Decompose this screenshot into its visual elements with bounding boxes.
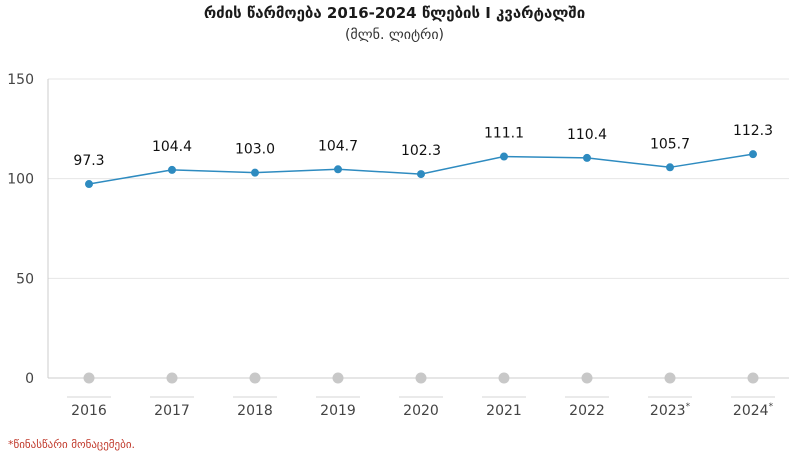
data-label: 97.3 bbox=[73, 153, 104, 169]
x-tick-label: 2022 bbox=[569, 403, 605, 419]
chart-subtitle: (მლნ. ლიტრი) bbox=[344, 27, 445, 43]
data-point bbox=[168, 165, 176, 174]
baseline-marker bbox=[498, 372, 510, 384]
data-point bbox=[500, 152, 508, 161]
x-tick-label: 2023* bbox=[650, 402, 691, 419]
baseline-marker bbox=[249, 372, 261, 384]
data-point bbox=[583, 153, 591, 162]
chart-title: რძის წარმოება 2016-2024 წლების I კვარტალ… bbox=[203, 4, 586, 22]
baseline-marker bbox=[83, 372, 95, 384]
data-label: 110.4 bbox=[567, 127, 607, 143]
data-point bbox=[334, 165, 342, 174]
y-tick-label: 100 bbox=[7, 172, 34, 188]
data-point bbox=[85, 180, 93, 189]
data-label: 111.1 bbox=[484, 126, 524, 142]
data-label: 102.3 bbox=[401, 143, 441, 159]
baseline-marker bbox=[415, 372, 427, 384]
baseline-marker bbox=[332, 372, 344, 384]
baseline-marker bbox=[664, 372, 676, 384]
y-tick-label: 0 bbox=[25, 371, 34, 387]
data-point bbox=[251, 168, 259, 177]
baseline-marker bbox=[166, 372, 178, 384]
footnote: *წინასწარი მონაცემები. bbox=[8, 438, 136, 451]
x-tick-label: 2021 bbox=[486, 403, 522, 419]
x-tick-label: 2018 bbox=[237, 403, 273, 419]
x-tick-label: 2019 bbox=[320, 403, 356, 419]
y-tick-label: 50 bbox=[16, 271, 34, 287]
data-label: 104.7 bbox=[318, 138, 358, 154]
x-tick-label: 2016 bbox=[71, 403, 107, 419]
baseline-marker bbox=[581, 372, 593, 384]
data-label: 112.3 bbox=[733, 123, 773, 139]
data-point bbox=[417, 170, 425, 179]
data-label: 104.4 bbox=[152, 139, 192, 155]
x-tick-label: 2017 bbox=[154, 403, 190, 419]
x-tick-label: 2024* bbox=[733, 402, 774, 419]
y-tick-label: 150 bbox=[7, 72, 34, 88]
x-tick-footnote-mark: * bbox=[686, 402, 691, 412]
data-label: 103.0 bbox=[235, 142, 275, 158]
baseline-marker bbox=[747, 372, 759, 384]
data-label: 105.7 bbox=[650, 136, 690, 152]
x-tick-label: 2020 bbox=[403, 403, 439, 419]
data-point bbox=[666, 163, 674, 172]
data-point bbox=[749, 150, 757, 159]
x-tick-footnote-mark: * bbox=[769, 402, 774, 412]
